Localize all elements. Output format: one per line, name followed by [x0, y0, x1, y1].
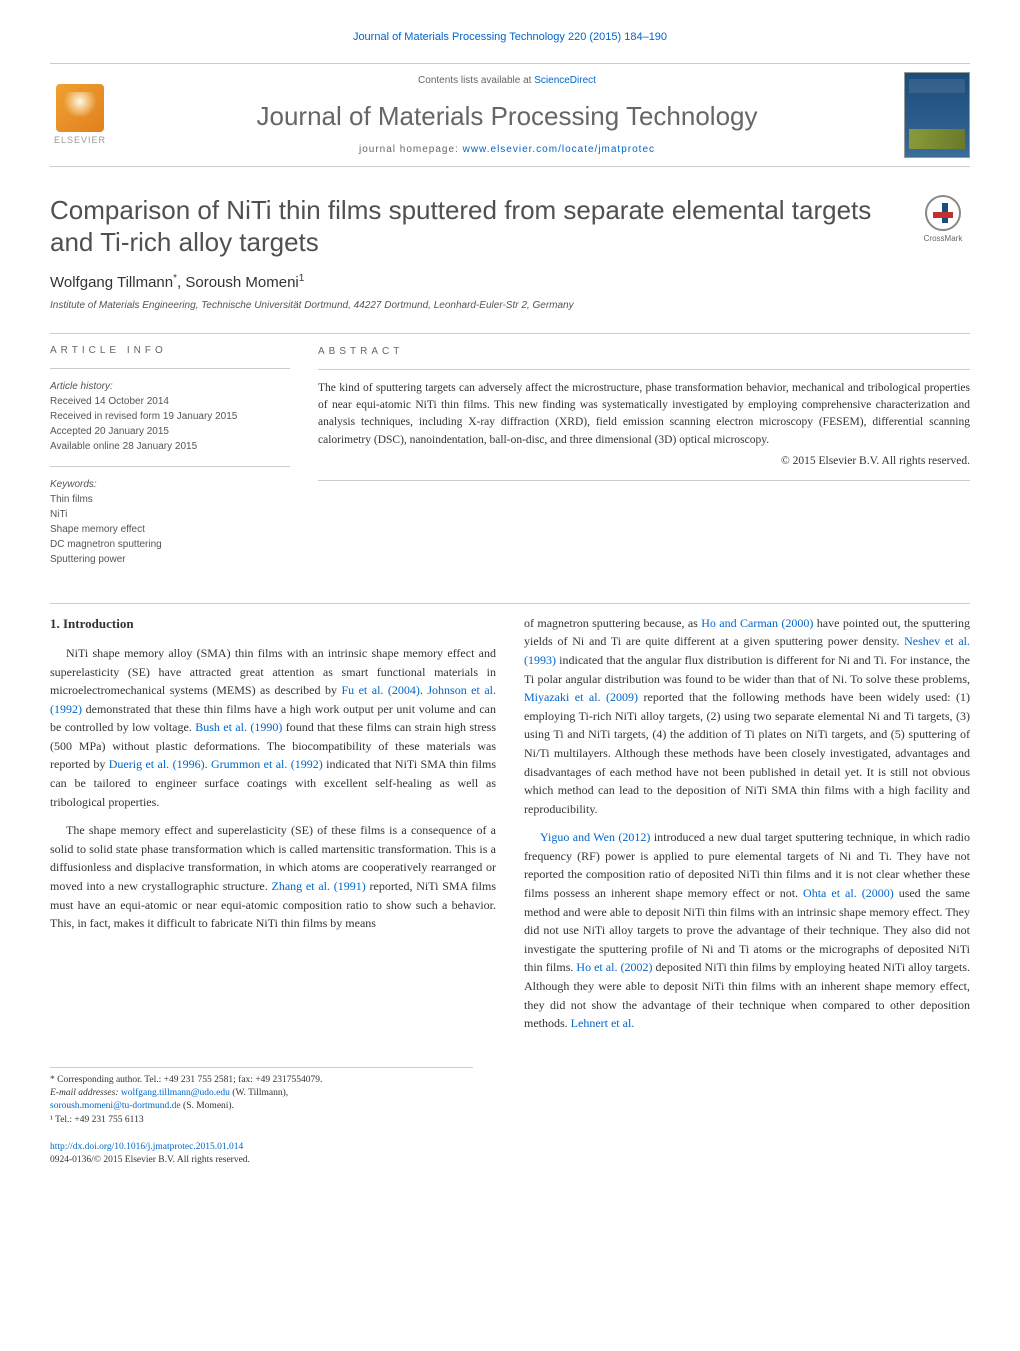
- email-label: E-mail addresses:: [50, 1088, 119, 1098]
- publisher-logo: ELSEVIER: [50, 84, 110, 147]
- doi-block: http://dx.doi.org/10.1016/j.jmatprotec.2…: [50, 1141, 970, 1168]
- abstract-block: ABSTRACT The kind of sputtering targets …: [318, 344, 970, 579]
- keyword: NiTi: [50, 509, 67, 520]
- doi-link[interactable]: http://dx.doi.org/10.1016/j.jmatprotec.2…: [50, 1142, 243, 1152]
- article-info-block: ARTICLE INFO Article history: Received 1…: [50, 344, 290, 579]
- header-band: ELSEVIER Contents lists available at Sci…: [50, 63, 970, 167]
- citation-link[interactable]: Yiguo and Wen (2012): [540, 830, 650, 844]
- email-link[interactable]: wolfgang.tillmann@udo.edu: [121, 1088, 230, 1098]
- body-column-right: of magnetron sputtering because, as Ho a…: [524, 614, 970, 1043]
- citation-link[interactable]: Lehnert et al.: [571, 1016, 635, 1030]
- corresponding-author-note: * Corresponding author. Tel.: +49 231 75…: [50, 1074, 473, 1087]
- online-date: Available online 28 January 2015: [50, 441, 197, 452]
- abstract-text: The kind of sputtering targets can adver…: [318, 380, 970, 449]
- citation-link[interactable]: Miyazaki et al. (2009): [524, 690, 638, 704]
- citation-link[interactable]: Ho and Carman (2000): [701, 616, 813, 630]
- keyword: Sputtering power: [50, 554, 126, 565]
- journal-cover-thumbnail: [904, 72, 970, 158]
- body-paragraph: Yiguo and Wen (2012) introduced a new du…: [524, 828, 970, 1033]
- contents-available-line: Contents lists available at ScienceDirec…: [110, 74, 904, 88]
- body-paragraph: NiTi shape memory alloy (SMA) thin films…: [50, 644, 496, 811]
- email-name: (W. Tillmann),: [232, 1088, 288, 1098]
- header-center: Contents lists available at ScienceDirec…: [110, 74, 904, 156]
- keyword: Thin films: [50, 494, 93, 505]
- citation-link[interactable]: Duerig et al. (1996): [109, 757, 205, 771]
- crossmark-badge[interactable]: CrossMark: [916, 195, 970, 244]
- publisher-label: ELSEVIER: [50, 134, 110, 147]
- crossmark-icon: [925, 195, 961, 231]
- homepage-link[interactable]: www.elsevier.com/locate/jmatprotec: [463, 144, 655, 155]
- email-link[interactable]: soroush.momeni@tu-dortmund.de: [50, 1101, 181, 1111]
- citation-link[interactable]: Bush et al. (1990): [195, 720, 282, 734]
- accepted-date: Accepted 20 January 2015: [50, 426, 169, 437]
- issn-copyright: 0924-0136/© 2015 Elsevier B.V. All right…: [50, 1155, 250, 1165]
- body-paragraph: of magnetron sputtering because, as Ho a…: [524, 614, 970, 819]
- authors: Wolfgang Tillmann*, Soroush Momeni1: [50, 272, 970, 293]
- received-date: Received 14 October 2014: [50, 396, 169, 407]
- divider: [50, 333, 970, 334]
- email-name: (S. Momeni).: [183, 1101, 234, 1111]
- homepage-line: journal homepage: www.elsevier.com/locat…: [110, 143, 904, 157]
- journal-name: Journal of Materials Processing Technolo…: [110, 98, 904, 134]
- sciencedirect-link[interactable]: ScienceDirect: [534, 75, 596, 86]
- citation-link[interactable]: Ohta et al. (2000): [803, 886, 894, 900]
- citation-link[interactable]: Grummon et al. (1992): [211, 757, 323, 771]
- revised-date: Received in revised form 19 January 2015: [50, 411, 237, 422]
- article-info-heading: ARTICLE INFO: [50, 344, 290, 358]
- history-label: Article history:: [50, 381, 113, 392]
- keyword: DC magnetron sputtering: [50, 539, 162, 550]
- affiliation: Institute of Materials Engineering, Tech…: [50, 299, 970, 313]
- keyword: Shape memory effect: [50, 524, 145, 535]
- citation-link[interactable]: Zhang et al. (1991): [271, 879, 365, 893]
- citation-link[interactable]: Fu et al. (2004): [341, 683, 419, 697]
- body-paragraph: The shape memory effect and superelastic…: [50, 821, 496, 933]
- journal-reference: Journal of Materials Processing Technolo…: [50, 30, 970, 45]
- body-column-left: 1. Introduction NiTi shape memory alloy …: [50, 614, 496, 1043]
- footnotes: * Corresponding author. Tel.: +49 231 75…: [50, 1067, 473, 1127]
- article-title: Comparison of NiTi thin films sputtered …: [50, 195, 896, 257]
- section-1-heading: 1. Introduction: [50, 614, 496, 634]
- keywords-label: Keywords:: [50, 479, 97, 490]
- elsevier-tree-icon: [56, 84, 104, 132]
- contents-label: Contents lists available at: [418, 75, 531, 86]
- abstract-copyright: © 2015 Elsevier B.V. All rights reserved…: [318, 453, 970, 470]
- citation-link[interactable]: Ho et al. (2002): [576, 960, 652, 974]
- crossmark-label: CrossMark: [916, 233, 970, 244]
- homepage-label: journal homepage:: [359, 144, 459, 155]
- phone-note: ¹ Tel.: +49 231 755 6113: [50, 1114, 473, 1127]
- abstract-heading: ABSTRACT: [318, 344, 970, 359]
